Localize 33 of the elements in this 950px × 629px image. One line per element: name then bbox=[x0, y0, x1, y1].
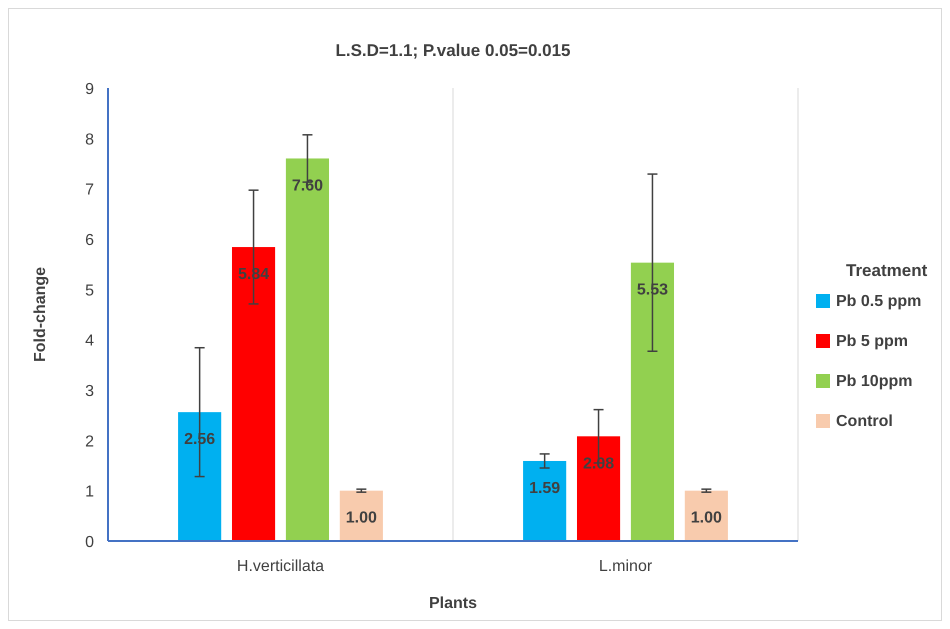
x-tick-label: H.verticillata bbox=[236, 558, 324, 575]
bar bbox=[340, 490, 383, 541]
data-label: 1.59 bbox=[529, 480, 560, 497]
bar bbox=[630, 262, 674, 541]
legend-label: Pb 0.5 ppm bbox=[836, 293, 922, 310]
legend-label: Pb 10ppm bbox=[836, 373, 912, 390]
y-tick-label: 0 bbox=[85, 534, 94, 551]
y-tick-label: 8 bbox=[85, 131, 94, 148]
data-label: 1.00 bbox=[690, 510, 722, 527]
y-tick-label: 3 bbox=[85, 383, 94, 400]
x-axis-title: Plants bbox=[428, 595, 478, 612]
y-tick-label: 9 bbox=[85, 81, 94, 98]
y-tick-label: 1 bbox=[85, 484, 94, 501]
x-tick-label: L.minor bbox=[598, 558, 653, 575]
bar bbox=[523, 460, 566, 541]
y-tick-label: 7 bbox=[85, 182, 94, 199]
y-tick-label: 2 bbox=[85, 433, 94, 450]
bar bbox=[684, 490, 728, 541]
bar bbox=[286, 158, 330, 541]
bar bbox=[178, 412, 222, 541]
y-tick-label: 5 bbox=[85, 282, 94, 300]
data-label: 2.08 bbox=[582, 455, 614, 472]
legend-label: Pb 5 ppm bbox=[836, 333, 908, 350]
bar bbox=[232, 247, 276, 541]
legend-label: Control bbox=[836, 413, 893, 430]
y-tick-label: 6 bbox=[85, 232, 94, 249]
y-axis-title: Fold-change bbox=[32, 266, 49, 362]
data-label: 7.60 bbox=[292, 177, 324, 194]
y-tick-label: 4 bbox=[85, 332, 94, 350]
bar bbox=[576, 436, 620, 541]
legend-title: Treatment bbox=[846, 261, 928, 280]
chart-title: L.S.D=1.1; P.value 0.05=0.015 bbox=[335, 41, 571, 60]
data-label: 1.00 bbox=[346, 510, 378, 527]
